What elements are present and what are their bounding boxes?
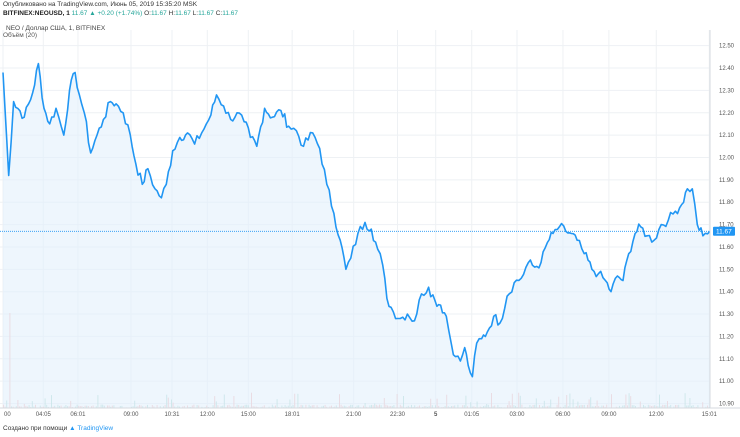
tradingview-logo-icon: ▲ <box>69 425 76 432</box>
y-tick-label: 11.40 <box>719 290 734 296</box>
y-tick-label: 11.30 <box>719 312 734 318</box>
low-label: L: <box>192 10 199 17</box>
y-tick-label: 11.60 <box>719 245 734 251</box>
low-value: 11.67 <box>198 10 214 17</box>
published-caption: Опубликовано на TradingView.com, Июнь 05… <box>3 1 198 8</box>
y-tick-label: 11.00 <box>719 379 734 385</box>
time-axis: 00 04:05 06:01 09:00 10:31 12:00 15:00 18:01 21:… <box>4 412 717 418</box>
open-label: O: <box>144 10 151 17</box>
symbol-info: BITFINEX:NEOUSD, 1 11.67 ▲ +0.20 (+1.74%… <box>3 10 238 17</box>
footer-brand[interactable]: TradingView <box>77 425 114 432</box>
price-area-fill <box>3 63 710 408</box>
price-change: 11.67 ▲ +0.20 (+1.74%) <box>71 10 143 17</box>
x-tick-label: 06:00 <box>555 412 571 418</box>
last-price-tag <box>713 226 735 236</box>
y-tick-label: 12.40 <box>719 66 735 72</box>
y-tick-label: 12.50 <box>719 44 735 50</box>
x-tick-label: 12:00 <box>200 412 216 418</box>
chart-title: NEO / Доллар США, 1, BITFINEX <box>6 25 106 32</box>
price-line <box>2 62 711 378</box>
x-tick-label: 04:05 <box>36 412 52 418</box>
x-tick-label: 01:05 <box>464 412 480 418</box>
x-tick-label: 5 <box>434 412 438 418</box>
y-tick-label: 12.10 <box>719 133 735 139</box>
x-tick-label: 03:00 <box>509 412 525 418</box>
x-tick-label: 22:30 <box>390 412 406 418</box>
high-label: H: <box>168 10 176 17</box>
close-label: C: <box>215 10 223 17</box>
close-value: 11.67 <box>222 10 238 17</box>
last-price-tag-label: 11.67 <box>716 229 732 236</box>
footer: Создано при помощи ▲ TradingView <box>3 425 113 432</box>
y-tick-label: 11.10 <box>719 357 734 363</box>
open-value: 11.67 <box>150 10 167 17</box>
high-value: 11.67 <box>175 10 191 17</box>
y-tick-label: 11.20 <box>719 334 734 340</box>
x-tick-label: 09:00 <box>601 412 617 418</box>
y-tick-label: 11.90 <box>719 178 734 184</box>
y-tick-label: 12.20 <box>719 111 735 117</box>
y-tick-label: 11.80 <box>719 200 734 206</box>
y-tick-label: 10.90 <box>719 402 735 408</box>
y-tick-label: 11.50 <box>719 267 734 273</box>
y-tick-label: 12.30 <box>719 88 735 94</box>
y-tick-label: 11.70 <box>719 223 734 229</box>
x-tick-label: 00 <box>4 412 11 418</box>
x-tick-label: 10:31 <box>164 412 180 418</box>
price-axis: 12.50 12.40 12.30 12.20 12.10 12.00 11.90 11.80… <box>719 44 735 408</box>
x-tick-label: 18:01 <box>285 412 301 418</box>
y-tick-label: 12.00 <box>719 155 735 161</box>
volume-label: Объём (20) <box>3 32 38 39</box>
x-tick-label: 21:00 <box>346 412 362 418</box>
x-tick-label: 15:01 <box>702 412 718 418</box>
footer-text: Создано при помощи <box>3 425 68 432</box>
x-tick-label: 09:00 <box>123 412 139 418</box>
x-tick-label: 06:01 <box>70 412 86 418</box>
symbol-name: BITFINEX:NEOUSD, 1 <box>3 10 70 17</box>
x-tick-label: 15:00 <box>241 412 257 418</box>
x-tick-label: 12:00 <box>649 412 665 418</box>
